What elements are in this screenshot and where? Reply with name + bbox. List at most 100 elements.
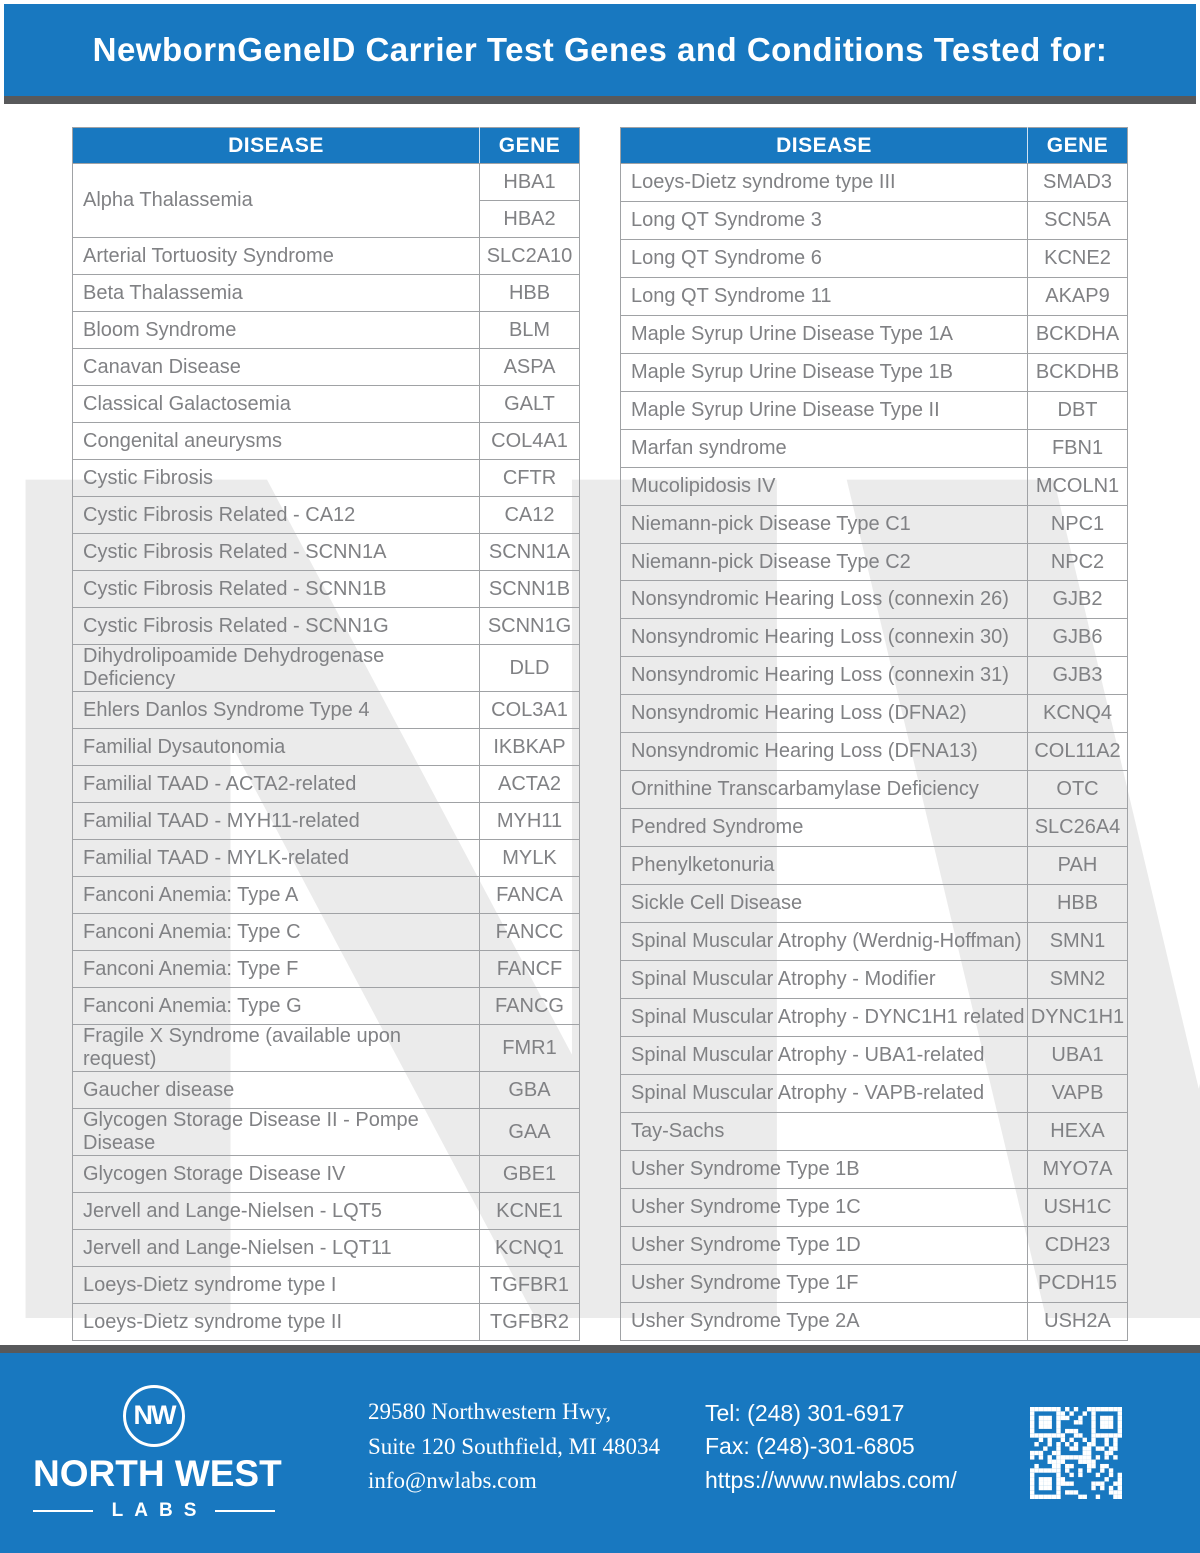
gene-cell: HBB	[1027, 884, 1128, 924]
logo-rule-left	[33, 1509, 93, 1512]
disease-cell: Spinal Muscular Atrophy - VAPB-related	[620, 1073, 1028, 1113]
disease-column-header: DISEASE	[72, 127, 480, 164]
gene-cell: VAPB	[1027, 1073, 1128, 1113]
gene-cell: MYO7A	[1027, 1149, 1128, 1189]
gene-cell: ASPA	[479, 348, 580, 386]
table-row: HBA2	[73, 200, 580, 238]
disease-cell: Loeys-Dietz syndrome type II	[72, 1303, 480, 1341]
disease-cell: Fanconi Anemia: Type F	[72, 950, 480, 988]
disease-cell: Glycogen Storage Disease II - Pompe Dise…	[72, 1108, 480, 1156]
gene-cell: GJB3	[1027, 656, 1128, 696]
disease-cell: Fanconi Anemia: Type G	[72, 987, 480, 1025]
table-row: Arterial Tortuosity Syndrome SLC2A10	[72, 237, 580, 275]
gene-cell: FANCG	[479, 987, 580, 1025]
disease-cell: Spinal Muscular Atrophy (Werdnig-Hoffman…	[620, 922, 1028, 962]
gene-cell: GBA	[479, 1071, 580, 1109]
gene-cell: AKAP9	[1027, 276, 1128, 316]
table-row: Glycogen Storage Disease IV GBE1	[72, 1155, 580, 1193]
table-row: Glycogen Storage Disease II - Pompe Dise…	[72, 1108, 580, 1156]
table-row: Nonsyndromic Hearing Loss (DFNA2) KCNQ4	[620, 694, 1128, 734]
disease-cell: Pendred Syndrome	[620, 808, 1028, 848]
table-row: Maple Syrup Urine Disease Type 1B BCKDHB	[620, 352, 1128, 392]
phone-text: Tel: (248) 301-6917	[704, 1399, 905, 1426]
disease-cell: Spinal Muscular Atrophy - Modifier	[620, 960, 1028, 999]
gene-cell: KCNQ1	[479, 1229, 580, 1267]
disease-cell: Usher Syndrome Type 1D	[620, 1225, 1028, 1265]
gene-cell: SCNN1G	[479, 607, 580, 645]
table-row: Jervell and Lange-Nielsen - LQT11 KCNQ1	[72, 1229, 580, 1267]
table-row: Familial Dysautonomia IKBKAP	[72, 728, 580, 766]
disease-cell: Fanconi Anemia: Type C	[72, 913, 480, 951]
gene-cell: HEXA	[1027, 1111, 1128, 1151]
table-row: Usher Syndrome Type 1B MYO7A	[620, 1149, 1128, 1189]
table-row: Spinal Muscular Atrophy (Werdnig-Hoffman…	[620, 922, 1128, 962]
table-row: Ehlers Danlos Syndrome Type 4 COL3A1	[72, 691, 580, 729]
gene-cell: FMR1	[479, 1024, 580, 1072]
disease-cell: Gaucher disease	[72, 1071, 480, 1109]
gene-cell: CA12	[479, 496, 580, 534]
gene-cell: SMAD3	[1027, 163, 1128, 202]
gene-cell: CFTR	[479, 459, 580, 497]
logo-subtitle: LABS	[111, 1499, 208, 1521]
table-row: Familial TAAD - MYLK-related MYLK	[72, 839, 580, 877]
gene-cell: TGFBR1	[479, 1266, 580, 1304]
tables-area: DISEASE GENE Alpha Thalassemia HBA1 HBA2 Ar…	[72, 127, 1128, 1342]
disease-cell: Maple Syrup Urine Disease Type II	[620, 390, 1028, 430]
disease-cell: Nonsyndromic Hearing Loss (DFNA13)	[620, 732, 1028, 772]
table-row: Maple Syrup Urine Disease Type II DBT	[620, 390, 1128, 430]
disease-cell: Nonsyndromic Hearing Loss (DFNA2)	[620, 694, 1028, 734]
disease-cell: Familial TAAD - ACTA2-related	[72, 765, 480, 803]
gene-cell: SMN1	[1027, 922, 1128, 962]
gene-cell: FANCC	[479, 913, 580, 951]
disease-cell: Usher Syndrome Type 1C	[620, 1187, 1028, 1227]
table-row: Niemann-pick Disease Type C1 NPC1	[620, 504, 1128, 544]
gene-cell: IKBKAP	[479, 728, 580, 766]
table-row: Cystic Fibrosis Related - CA12 CA12	[72, 496, 580, 534]
disease-cell: Usher Syndrome Type 1B	[620, 1149, 1028, 1189]
website-url-text: https://www.nwlabs.com/	[704, 1466, 957, 1493]
disease-cell: Congenital aneurysms	[72, 422, 480, 460]
gene-cell: UBA1	[1027, 1035, 1128, 1075]
table-row: Nonsyndromic Hearing Loss (connexin 26) G…	[620, 580, 1128, 620]
address-block: 29580 Northwestern Hwy, Suite 120 Southf…	[368, 1395, 660, 1499]
logo-rule-right	[215, 1509, 276, 1512]
disease-cell: Glycogen Storage Disease IV	[72, 1155, 480, 1193]
table-row: Fanconi Anemia: Type A FANCA	[72, 876, 580, 914]
gene-cell: HBB	[479, 274, 580, 312]
disease-cell: Usher Syndrome Type 2A	[620, 1301, 1028, 1342]
gene-cell: KCNQ4	[1027, 694, 1128, 734]
table-row: Jervell and Lange-Nielsen - LQT5 KCNE1	[72, 1192, 580, 1230]
gene-cell: HBA2	[479, 200, 580, 238]
table-row: Classical Galactosemia GALT	[72, 385, 580, 423]
gene-cell: COL3A1	[479, 691, 580, 729]
table-row: Usher Syndrome Type 2A USH2A	[620, 1301, 1128, 1342]
footer: NW NORTH WEST LABS 29580 Northwestern Hw…	[0, 1345, 1200, 1553]
table-row: Canavan Disease ASPA	[72, 348, 580, 386]
disease-cell: Dihydrolipoamide Dehydrogenase Deficienc…	[72, 644, 480, 692]
disease-cell: Maple Syrup Urine Disease Type 1B	[620, 352, 1028, 392]
table-row: Familial TAAD - MYH11-related MYH11	[72, 802, 580, 840]
disease-cell: Bloom Syndrome	[72, 311, 480, 349]
disease-cell: Fanconi Anemia: Type A	[72, 876, 480, 914]
disease-cell: Canavan Disease	[72, 348, 480, 386]
table-row: Loeys-Dietz syndrome type I TGFBR1	[72, 1266, 580, 1304]
page-title: NewbornGeneID Carrier Test Genes and Con…	[92, 31, 1108, 68]
table-row: Spinal Muscular Atrophy - UBA1-related UB…	[620, 1035, 1128, 1075]
table-row: Ornithine Transcarbamylase Deficiency OTC	[620, 770, 1128, 810]
gene-cell: GALT	[479, 385, 580, 423]
table-row: Loeys-Dietz syndrome type III SMAD3	[620, 163, 1128, 202]
footer-bar: NW NORTH WEST LABS 29580 Northwestern Hw…	[0, 1353, 1200, 1553]
gene-cell: MYLK	[479, 839, 580, 877]
disease-column-header: DISEASE	[620, 127, 1028, 164]
disease-cell: Cystic Fibrosis Related - SCNN1B	[72, 570, 480, 608]
table-row: Spinal Muscular Atrophy - DYNC1H1 relate…	[620, 997, 1128, 1037]
disease-cell: Cystic Fibrosis	[72, 459, 480, 497]
gene-cell: MYH11	[479, 802, 580, 840]
qr-code	[1030, 1407, 1122, 1499]
footer-divider-strip	[0, 1345, 1200, 1353]
gene-cell: GAA	[479, 1108, 580, 1156]
table-row: Fanconi Anemia: Type C FANCC	[72, 913, 580, 951]
disease-cell: Familial Dysautonomia	[72, 728, 480, 766]
table-row: Nonsyndromic Hearing Loss (connexin 30) G…	[620, 618, 1128, 658]
disease-cell: Niemann-pick Disease Type C2	[620, 542, 1028, 582]
